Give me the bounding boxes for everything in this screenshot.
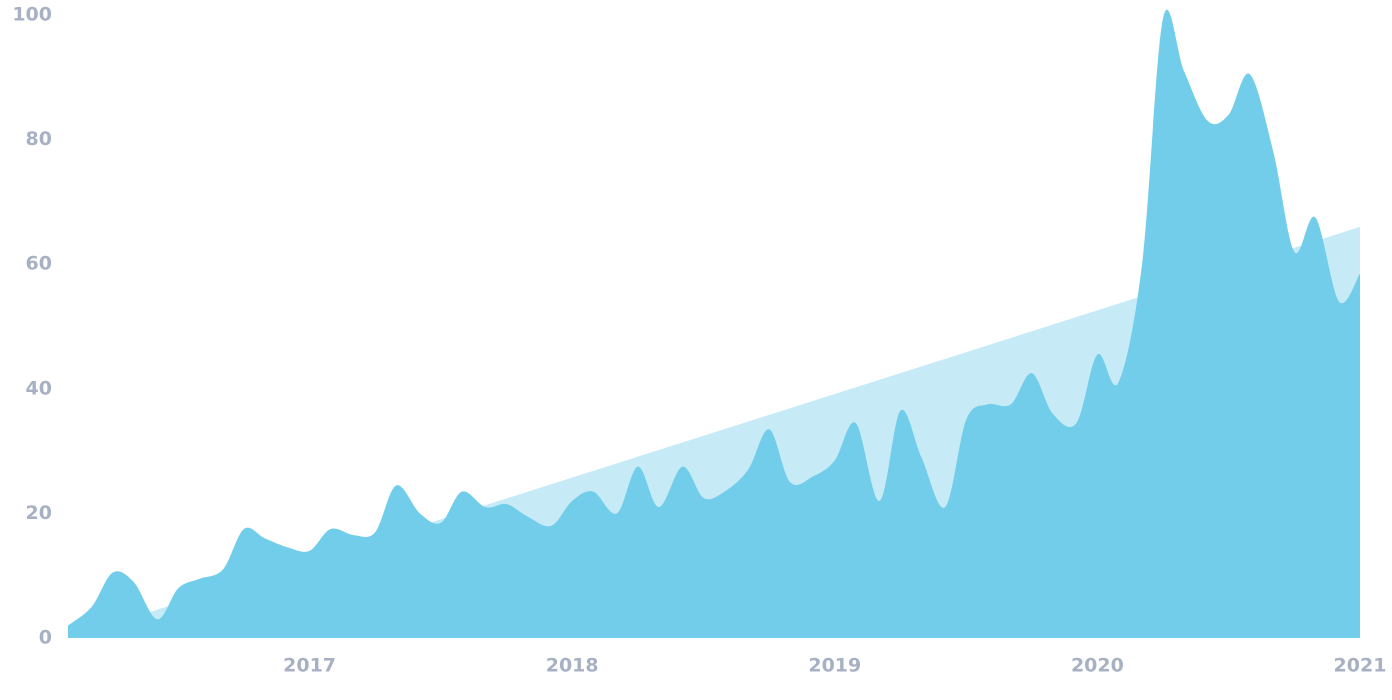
- x-tick-label: 2017: [283, 655, 336, 677]
- y-tick-label: 20: [26, 502, 52, 524]
- y-tick-label: 40: [26, 377, 52, 399]
- y-tick-label: 80: [26, 128, 52, 150]
- y-tick-label: 0: [39, 627, 52, 649]
- x-tick-label: 2020: [1071, 655, 1124, 677]
- y-tick-label: 60: [26, 253, 52, 275]
- x-tick-label: 2018: [546, 655, 599, 677]
- x-tick-label: 2021: [1334, 655, 1387, 677]
- y-tick-label: 100: [12, 4, 52, 26]
- x-tick-label: 2019: [808, 655, 861, 677]
- area: [68, 9, 1360, 639]
